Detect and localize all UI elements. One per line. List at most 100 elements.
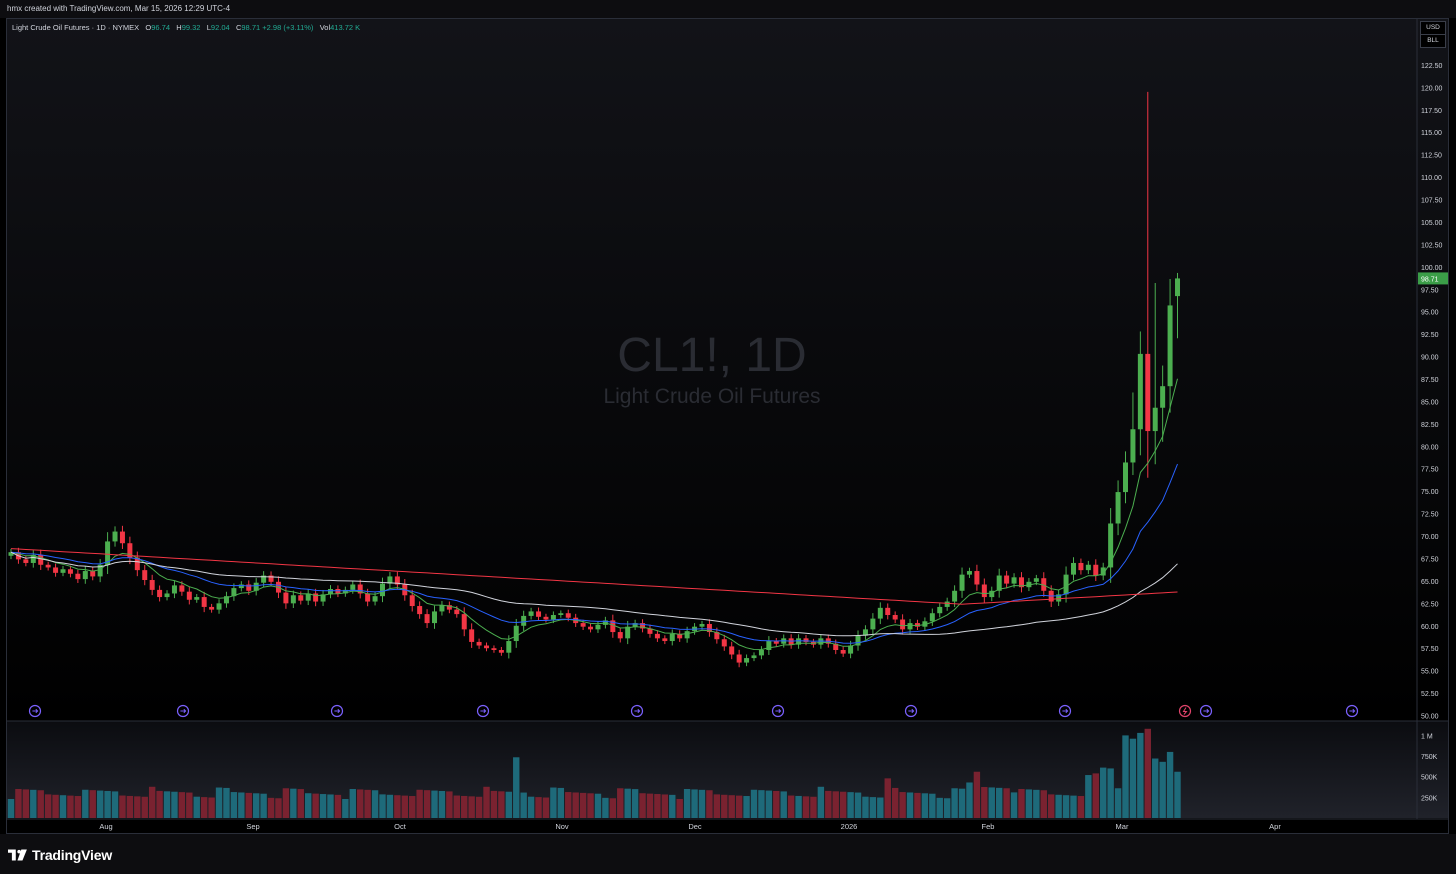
- volume-bar: [750, 789, 758, 818]
- candle-body: [127, 543, 133, 558]
- candle-body: [60, 569, 66, 573]
- legend-symbol-name[interactable]: Light Crude Oil Futures · 1D · NYMEX: [12, 23, 140, 32]
- volume-bar: [431, 790, 438, 818]
- event-arrow-icon: [180, 708, 187, 714]
- volume-bar: [148, 786, 156, 818]
- candle-body: [981, 584, 987, 598]
- candle-body: [342, 589, 348, 594]
- volume-bar: [52, 794, 59, 818]
- candle-body: [8, 552, 14, 556]
- price-tick-label: 65.00: [1421, 579, 1439, 586]
- price-tick-label: 72.50: [1421, 512, 1439, 519]
- volume-bar: [498, 791, 505, 818]
- tradingview-logo[interactable]: TradingView: [8, 847, 112, 863]
- candle-body: [521, 615, 527, 626]
- candle-body: [223, 596, 229, 604]
- candle-body: [528, 611, 534, 616]
- volume-bar: [602, 797, 609, 818]
- candle-body: [1145, 353, 1151, 432]
- candle-body: [513, 625, 519, 642]
- volume-bar: [624, 788, 631, 818]
- symbol-legend: Light Crude Oil Futures · 1D · NYMEX O96…: [12, 23, 360, 32]
- candle-body: [1137, 353, 1143, 430]
- volume-bar: [587, 793, 594, 818]
- chart-frame: CL1!, 1D Light Crude Oil Futures 122.50 120…: [6, 18, 1449, 834]
- event-marker-icon: [630, 704, 644, 718]
- volume-bar: [973, 771, 981, 818]
- candle-body: [833, 643, 839, 651]
- candle-body: [729, 646, 735, 655]
- volume-bar: [572, 792, 579, 818]
- volume-bar: [238, 792, 245, 818]
- candle-body: [803, 638, 809, 642]
- candle-body: [246, 584, 252, 591]
- candle-body: [669, 633, 675, 642]
- candle-body: [1100, 567, 1106, 576]
- volume-bar: [758, 790, 765, 818]
- volume-bar: [1062, 795, 1070, 818]
- volume-bar: [59, 795, 67, 818]
- volume-bar: [787, 795, 795, 818]
- volume-bar: [453, 795, 460, 818]
- event-arrow-icon: [480, 708, 487, 714]
- event-arrow-icon: [32, 708, 39, 714]
- legend-high: H99.32: [176, 23, 201, 32]
- candle-body: [350, 584, 356, 590]
- candle-body: [558, 613, 564, 616]
- price-tick-label: 90.00: [1421, 355, 1439, 362]
- time-tick-label: Feb: [982, 822, 995, 831]
- event-marker-icon: [1345, 704, 1359, 718]
- candle-body: [67, 569, 73, 574]
- volume-bar: [773, 790, 780, 818]
- price-tick-label: 105.00: [1421, 220, 1443, 227]
- volume-bar: [780, 791, 787, 818]
- price-tick-label: 107.50: [1421, 198, 1443, 205]
- credit-text: hmx created with TradingView.com, Mar 15…: [7, 4, 231, 13]
- price-tick-label: 120.00: [1421, 85, 1443, 92]
- volume-bar: [862, 796, 869, 818]
- event-arrow-icon: [1349, 708, 1356, 714]
- candle-body: [424, 614, 430, 624]
- candle-body: [662, 638, 668, 642]
- chart-canvas[interactable]: CL1!, 1D Light Crude Oil Futures 122.50 120…: [7, 19, 1449, 834]
- volume-bar: [1152, 758, 1159, 818]
- volume-bar: [1040, 790, 1047, 818]
- volume-bar: [988, 787, 995, 818]
- candle-body: [610, 620, 616, 633]
- volume-bar: [661, 794, 669, 818]
- candle-body: [171, 585, 177, 594]
- volume-bar: [1100, 767, 1107, 818]
- candle-body: [922, 621, 928, 627]
- volume-bars: [7, 728, 1181, 818]
- volume-bar: [171, 791, 178, 818]
- candle-body: [469, 629, 475, 642]
- price-tick-label: 95.00: [1421, 310, 1439, 317]
- volume-bar: [7, 799, 15, 818]
- candle-body: [283, 592, 289, 604]
- candle-body: [580, 623, 586, 627]
- candle-body: [796, 638, 802, 645]
- candle-body: [201, 597, 207, 607]
- volume-bar: [319, 794, 327, 818]
- volume-bar: [334, 794, 342, 818]
- volume-bar: [141, 796, 148, 818]
- volume-bar: [215, 787, 223, 818]
- volume-bar: [520, 792, 527, 818]
- price-tick-label: 102.50: [1421, 242, 1443, 249]
- time-tick-label: Mar: [1116, 822, 1129, 831]
- volume-bar: [743, 796, 750, 818]
- legend-change: +2.98 (+3.11%): [262, 23, 314, 32]
- candle-body: [840, 650, 846, 654]
- currency-unit-badge[interactable]: USD BLL: [1420, 21, 1446, 48]
- volume-bar: [906, 792, 914, 818]
- volume-bar: [1122, 735, 1129, 818]
- volume-bar: [297, 789, 304, 818]
- volume-bar: [1129, 738, 1137, 818]
- volume-tick-label: 500K: [1421, 775, 1438, 782]
- volume-bar: [1144, 728, 1151, 818]
- candle-body: [677, 633, 683, 639]
- currency-label: USD: [1426, 24, 1440, 31]
- candle-body: [394, 576, 400, 585]
- candle-body: [253, 582, 259, 591]
- volume-bar: [691, 789, 698, 818]
